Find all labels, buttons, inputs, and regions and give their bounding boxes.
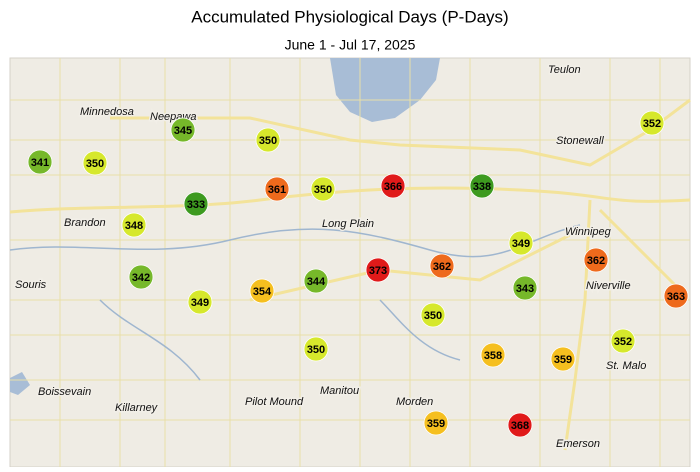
station-marker (303, 268, 329, 294)
town-label: Teulon (548, 64, 581, 76)
station-marker (480, 342, 506, 368)
town-label: Stonewall (556, 135, 604, 147)
station-marker (310, 176, 336, 202)
lake (330, 58, 440, 122)
station-value: 343 (516, 283, 534, 295)
station-value: 361 (268, 184, 286, 196)
subtitle: June 1 - Jul 17, 2025 (285, 37, 416, 53)
station-marker (550, 346, 576, 372)
station-value: 358 (484, 350, 502, 362)
station-value: 352 (643, 118, 661, 130)
station-value: 344 (307, 276, 326, 288)
station-value: 338 (473, 181, 491, 193)
station-marker (249, 278, 275, 304)
station-value: 354 (253, 286, 272, 298)
station-value: 345 (174, 125, 192, 137)
station-value: 352 (614, 336, 632, 348)
station-value: 366 (384, 181, 402, 193)
station-value: 350 (86, 158, 104, 170)
station-value: 362 (433, 261, 451, 273)
title: Accumulated Physiological Days (P-Days) (191, 7, 508, 26)
station-marker (507, 412, 533, 438)
station-value: 350 (314, 184, 332, 196)
station-value: 373 (369, 265, 387, 277)
station-value: 348 (125, 220, 143, 232)
station-marker (187, 289, 213, 315)
station-marker (121, 212, 147, 238)
town-label: Souris (15, 279, 47, 291)
station-marker (380, 173, 406, 199)
grid-roads (10, 58, 690, 467)
station-value: 333 (187, 199, 205, 211)
station-marker (128, 264, 154, 290)
station-marker (423, 410, 449, 436)
station-value: 368 (511, 420, 529, 432)
highway (110, 98, 691, 167)
station-marker (82, 150, 108, 176)
town-label: Brandon (64, 217, 106, 229)
town-label: Winnipeg (565, 226, 612, 238)
station-marker (365, 257, 391, 283)
station-value: 349 (512, 238, 530, 250)
station-value: 342 (132, 272, 150, 284)
station-value: 362 (587, 255, 605, 267)
station-marker (429, 253, 455, 279)
town-label: Long Plain (322, 218, 374, 230)
town-label: Niverville (586, 280, 631, 292)
town-label: Minnedosa (80, 106, 134, 118)
station-value: 359 (554, 354, 572, 366)
station-marker (255, 127, 281, 153)
town-label: Killarney (115, 402, 159, 414)
town-label: Emerson (556, 438, 600, 450)
station-marker (583, 247, 609, 273)
station-value: 350 (259, 135, 277, 147)
town-label: Boissevain (38, 386, 91, 398)
station-marker (663, 283, 689, 309)
station-marker (170, 117, 196, 143)
station-marker (512, 275, 538, 301)
river (9, 224, 581, 381)
station-value: 341 (31, 157, 49, 169)
station-marker (27, 149, 53, 175)
station-marker (303, 336, 329, 362)
station-value: 350 (307, 344, 325, 356)
station-value: 350 (424, 310, 442, 322)
town-label: Morden (396, 396, 433, 408)
station-marker (508, 230, 534, 256)
station-marker (639, 110, 665, 136)
highway (9, 186, 691, 214)
map-background (9, 57, 691, 468)
station-marker (264, 176, 290, 202)
town-label: Pilot Mound (245, 396, 304, 408)
town-label: Manitou (320, 385, 359, 397)
town-label: St. Malo (606, 360, 646, 372)
station-marker (469, 173, 495, 199)
lake (10, 372, 30, 395)
station-value: 363 (667, 291, 685, 303)
station-marker (183, 191, 209, 217)
station-marker (610, 328, 636, 354)
station-value: 349 (191, 297, 209, 309)
station-marker (420, 302, 446, 328)
station-value: 359 (427, 418, 445, 430)
